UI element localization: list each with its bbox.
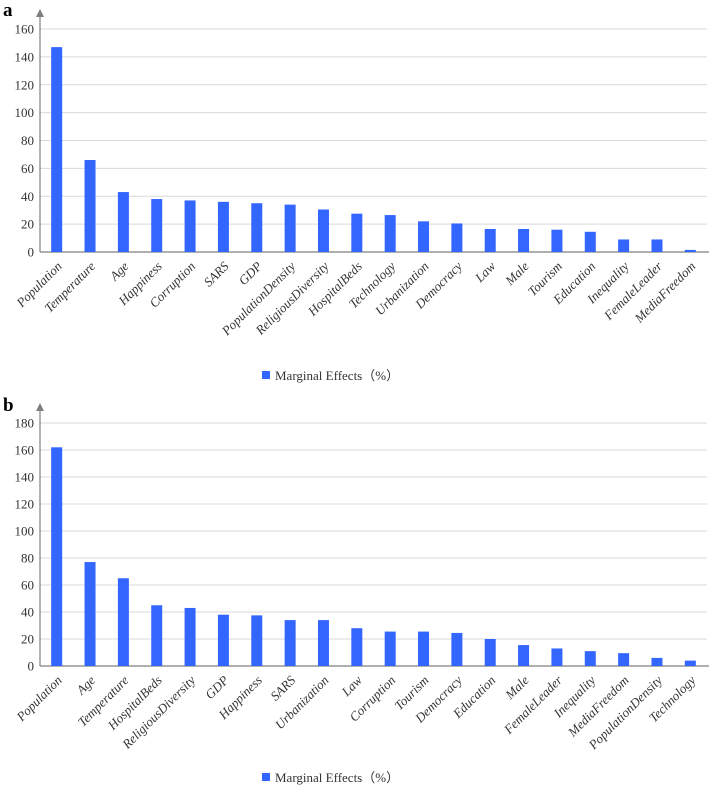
y-tick-label: 80 xyxy=(21,133,34,148)
legend-swatch xyxy=(262,370,270,379)
bar xyxy=(117,578,129,666)
x-category-label: Age xyxy=(106,258,132,284)
y-tick-label: 40 xyxy=(21,189,34,204)
x-category-label: Male xyxy=(501,258,531,288)
x-category-label: Age xyxy=(73,672,99,698)
bar xyxy=(84,562,96,666)
bar xyxy=(217,201,229,252)
y-tick-label: 20 xyxy=(21,632,34,647)
bar xyxy=(51,47,63,253)
legend: Marginal Effects（%） xyxy=(262,365,399,384)
y-tick-label: 40 xyxy=(21,605,34,620)
bar xyxy=(251,203,263,252)
bar xyxy=(151,605,163,666)
bar-chart-a: 020406080100120140160PopulationTemperatu… xyxy=(13,9,709,339)
bar xyxy=(451,632,463,666)
y-tick-label: 140 xyxy=(15,49,35,64)
bar xyxy=(184,607,196,666)
y-tick-label: 120 xyxy=(15,77,35,92)
bar xyxy=(551,229,563,252)
y-axis-arrow xyxy=(36,403,44,411)
bar xyxy=(618,239,630,252)
bar xyxy=(651,657,663,666)
y-tick-label: 160 xyxy=(15,22,35,37)
y-tick-label: 100 xyxy=(15,105,35,120)
panel-label: b xyxy=(3,395,14,416)
bar xyxy=(317,209,329,252)
y-tick-label: 120 xyxy=(15,497,35,512)
bar xyxy=(651,239,663,252)
x-category-label: Law xyxy=(338,672,365,699)
y-tick-label: 20 xyxy=(21,217,34,232)
bar xyxy=(451,223,463,252)
bar xyxy=(384,215,396,252)
bar xyxy=(618,653,630,666)
x-category-label: Law xyxy=(471,258,498,285)
chart-panel-a: a 0 20 40 60 80 100 120 140 160 Population Tempera… xyxy=(0,0,709,395)
bar xyxy=(151,199,163,252)
legend-label: Marginal Effects（%） xyxy=(275,368,400,383)
bar xyxy=(351,213,363,252)
y-tick-label: 0 xyxy=(28,659,35,674)
bar xyxy=(51,447,63,666)
bar xyxy=(351,628,363,666)
legend: Marginal Effects（%） xyxy=(262,767,399,786)
bar xyxy=(584,231,596,252)
bar xyxy=(684,660,696,666)
bar xyxy=(418,631,430,666)
bar xyxy=(518,229,530,252)
bar xyxy=(384,631,396,666)
bar xyxy=(284,204,296,252)
x-category-label: Population xyxy=(13,673,65,725)
bar xyxy=(518,645,530,666)
bar xyxy=(84,160,96,252)
y-tick-label: 180 xyxy=(15,416,35,431)
bar xyxy=(584,651,596,666)
bar xyxy=(284,620,296,666)
panel-label: a xyxy=(3,0,13,21)
y-tick-label: 60 xyxy=(21,578,34,593)
y-tick-label: 60 xyxy=(21,161,34,176)
bar xyxy=(251,615,263,666)
x-category-label: GDP xyxy=(235,258,265,288)
y-tick-label: 0 xyxy=(28,245,35,260)
x-category-label: Male xyxy=(501,672,531,702)
bar xyxy=(317,620,329,666)
x-category-label: SARS xyxy=(201,258,232,289)
y-tick-label: 80 xyxy=(21,551,34,566)
y-tick-label: 160 xyxy=(15,443,35,458)
y-tick-label: 100 xyxy=(15,524,35,539)
bar xyxy=(217,614,229,666)
bar xyxy=(484,229,496,252)
y-axis-arrow xyxy=(36,9,44,17)
legend-swatch xyxy=(262,772,270,781)
bar xyxy=(117,192,129,252)
bar xyxy=(184,200,196,252)
y-tick-label: 140 xyxy=(15,470,35,485)
x-category-label: GDP xyxy=(202,672,232,702)
legend-label: Marginal Effects（%） xyxy=(275,770,400,785)
bar xyxy=(418,221,430,252)
chart-panel-b: b 0 20 40 60 80 100 120 140 160 180 Population Age T… xyxy=(0,395,709,795)
bar xyxy=(684,249,696,252)
bar xyxy=(484,639,496,666)
bar xyxy=(551,648,563,666)
